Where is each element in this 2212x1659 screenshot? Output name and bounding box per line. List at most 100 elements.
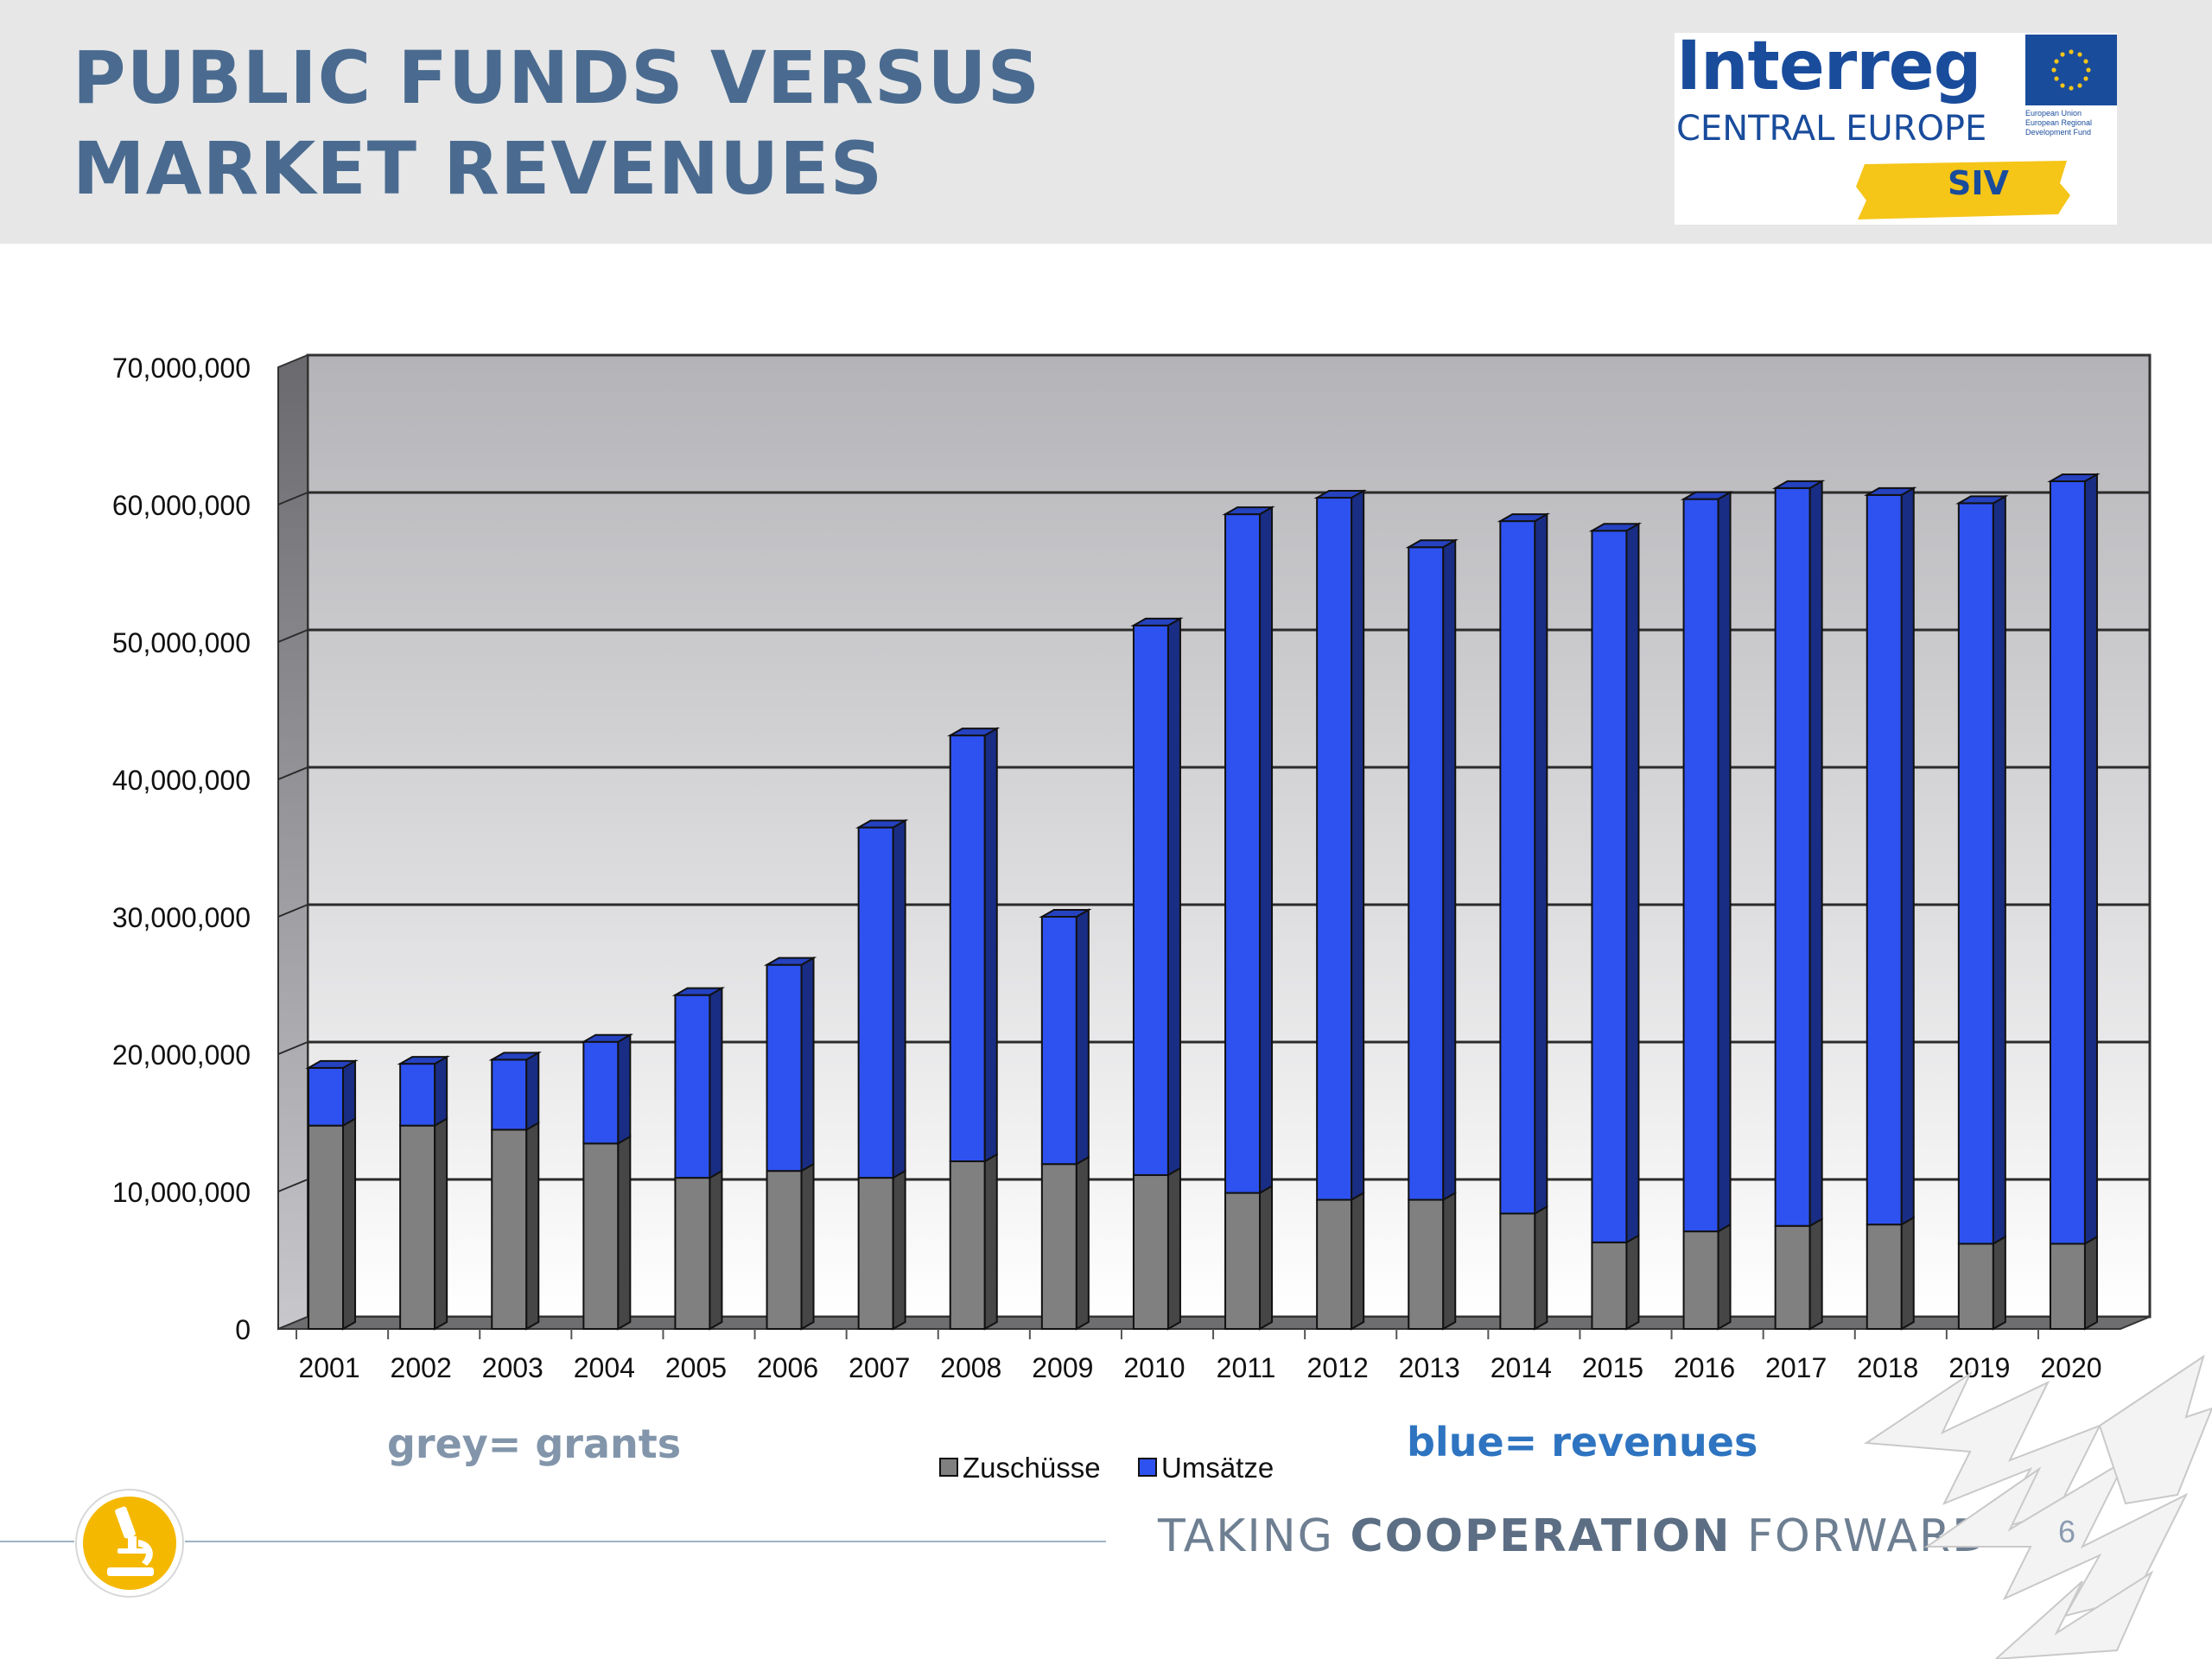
bar-face (491, 1128, 528, 1330)
bar-revenues (1039, 908, 1092, 1166)
x-tick-label: 2017 (1765, 1352, 1827, 1383)
bar-grants (674, 1169, 723, 1331)
bar-face (1957, 502, 1994, 1245)
x-tick-label: 2004 (574, 1352, 635, 1383)
x-tick-label: 2003 (482, 1352, 543, 1383)
bar-revenues (397, 1055, 450, 1128)
bar-face (1224, 513, 1262, 1194)
gridline-side (277, 629, 308, 643)
bar-side (1534, 512, 1548, 1216)
x-tick-label: 2001 (298, 1352, 359, 1383)
y-tick-label: 20,000,000 (112, 1039, 251, 1071)
x-tick-label: 2015 (1582, 1352, 1643, 1383)
bar-top (1130, 617, 1184, 626)
bar-side (2083, 1235, 2098, 1331)
bar-top (1313, 490, 1367, 499)
eu-flag-icon (2025, 35, 2117, 105)
bar-side (1992, 494, 2006, 1246)
bar-grants (1224, 1184, 1274, 1331)
chart-bars (305, 473, 2101, 1331)
bar-top (1955, 495, 2009, 505)
x-tick-label: 2018 (1857, 1352, 1918, 1383)
bar-grants (1132, 1166, 1181, 1331)
bar-grants (949, 1153, 998, 1331)
bar-top (2047, 473, 2101, 482)
bar-side (1442, 1191, 1457, 1331)
bar-face (949, 1160, 986, 1331)
bar-revenues (1313, 489, 1367, 1202)
bar-face (1957, 1243, 1994, 1331)
bar-face (308, 1124, 345, 1331)
x-tick-label: 2020 (2040, 1352, 2101, 1383)
bar-top (580, 1033, 634, 1043)
gridline-side (277, 904, 308, 918)
x-tick-label: 2019 (1948, 1352, 2010, 1383)
bar-face (1866, 493, 1903, 1226)
gridline-side (277, 1179, 308, 1192)
bar-top (305, 1059, 359, 1069)
bar-grants (491, 1121, 540, 1331)
footer-line-left (0, 1541, 74, 1542)
x-tick-label: 2014 (1491, 1352, 1552, 1383)
logo-eu-text: European Union European Regional Develop… (2025, 109, 2093, 137)
bar-face (857, 1177, 894, 1330)
bar-face (1408, 1198, 1445, 1331)
x-tick-label: 2008 (940, 1352, 1001, 1383)
y-axis-labels: 0 10,000,000 20,000,000 30,000,000 40,000,00… (112, 353, 251, 1345)
bar-side (1075, 908, 1090, 1166)
bar-revenues (305, 1059, 359, 1128)
bar-top (1588, 523, 1643, 532)
bar-face (766, 1170, 803, 1331)
y-tick-label: 10,000,000 (112, 1177, 251, 1208)
x-tick-label: 2009 (1032, 1352, 1093, 1383)
bar-face (491, 1058, 528, 1131)
decorative-arrow-shapes (1864, 1354, 2212, 1659)
bar-revenues (946, 727, 1001, 1163)
bar-side (525, 1121, 540, 1331)
bar-side (983, 1153, 998, 1331)
bar-side (617, 1033, 632, 1146)
x-tick-label: 2010 (1123, 1352, 1185, 1383)
page-number: 6 (2058, 1514, 2076, 1549)
bar-face (582, 1040, 620, 1145)
bar-grants (582, 1135, 632, 1331)
bar-side (1808, 1217, 1823, 1331)
legend-swatch (939, 1458, 958, 1477)
bar-face (2049, 480, 2086, 1245)
bar-face (582, 1142, 620, 1330)
bar-side (1900, 1216, 1915, 1331)
bar-top (1497, 513, 1551, 523)
bar-face (2049, 1243, 2086, 1331)
bar-grants (1774, 1217, 1823, 1331)
bar-face (1040, 916, 1077, 1166)
y-tick-label: 40,000,000 (112, 765, 251, 796)
bar-face (674, 994, 711, 1179)
y-tick-label: 70,000,000 (112, 353, 251, 384)
bar-face (1132, 1173, 1169, 1331)
bar-grants (1316, 1191, 1365, 1331)
bar-face (1591, 1241, 1628, 1330)
bar-side (1442, 538, 1457, 1202)
x-tick-label: 2011 (1217, 1352, 1276, 1383)
bar-side (1351, 489, 1365, 1202)
annotation-grants: grey= grants (387, 1421, 682, 1467)
bar-revenues (1863, 486, 1917, 1226)
y-tick-label: 60,000,000 (112, 490, 251, 521)
bar-top (763, 957, 817, 966)
annotation-revenues: blue= revenues (1407, 1419, 1758, 1465)
bar-revenues (1588, 522, 1643, 1244)
bar-face (399, 1063, 436, 1127)
bar-face (1499, 520, 1536, 1215)
bar-face (949, 734, 986, 1163)
bar-side (892, 1169, 906, 1331)
logo-tag: SIV (1948, 164, 2009, 202)
bar-face (1408, 546, 1445, 1201)
bar-top (855, 819, 909, 829)
tagline-bold: COOPERATION (1350, 1510, 1732, 1562)
bar-face (674, 1177, 711, 1330)
y-tick-label: 30,000,000 (112, 902, 251, 933)
bar-face (1499, 1212, 1536, 1330)
bar-side (1075, 1155, 1090, 1331)
bar-revenues (1130, 617, 1184, 1177)
logo-wordmark: Interreg (1676, 28, 1981, 105)
